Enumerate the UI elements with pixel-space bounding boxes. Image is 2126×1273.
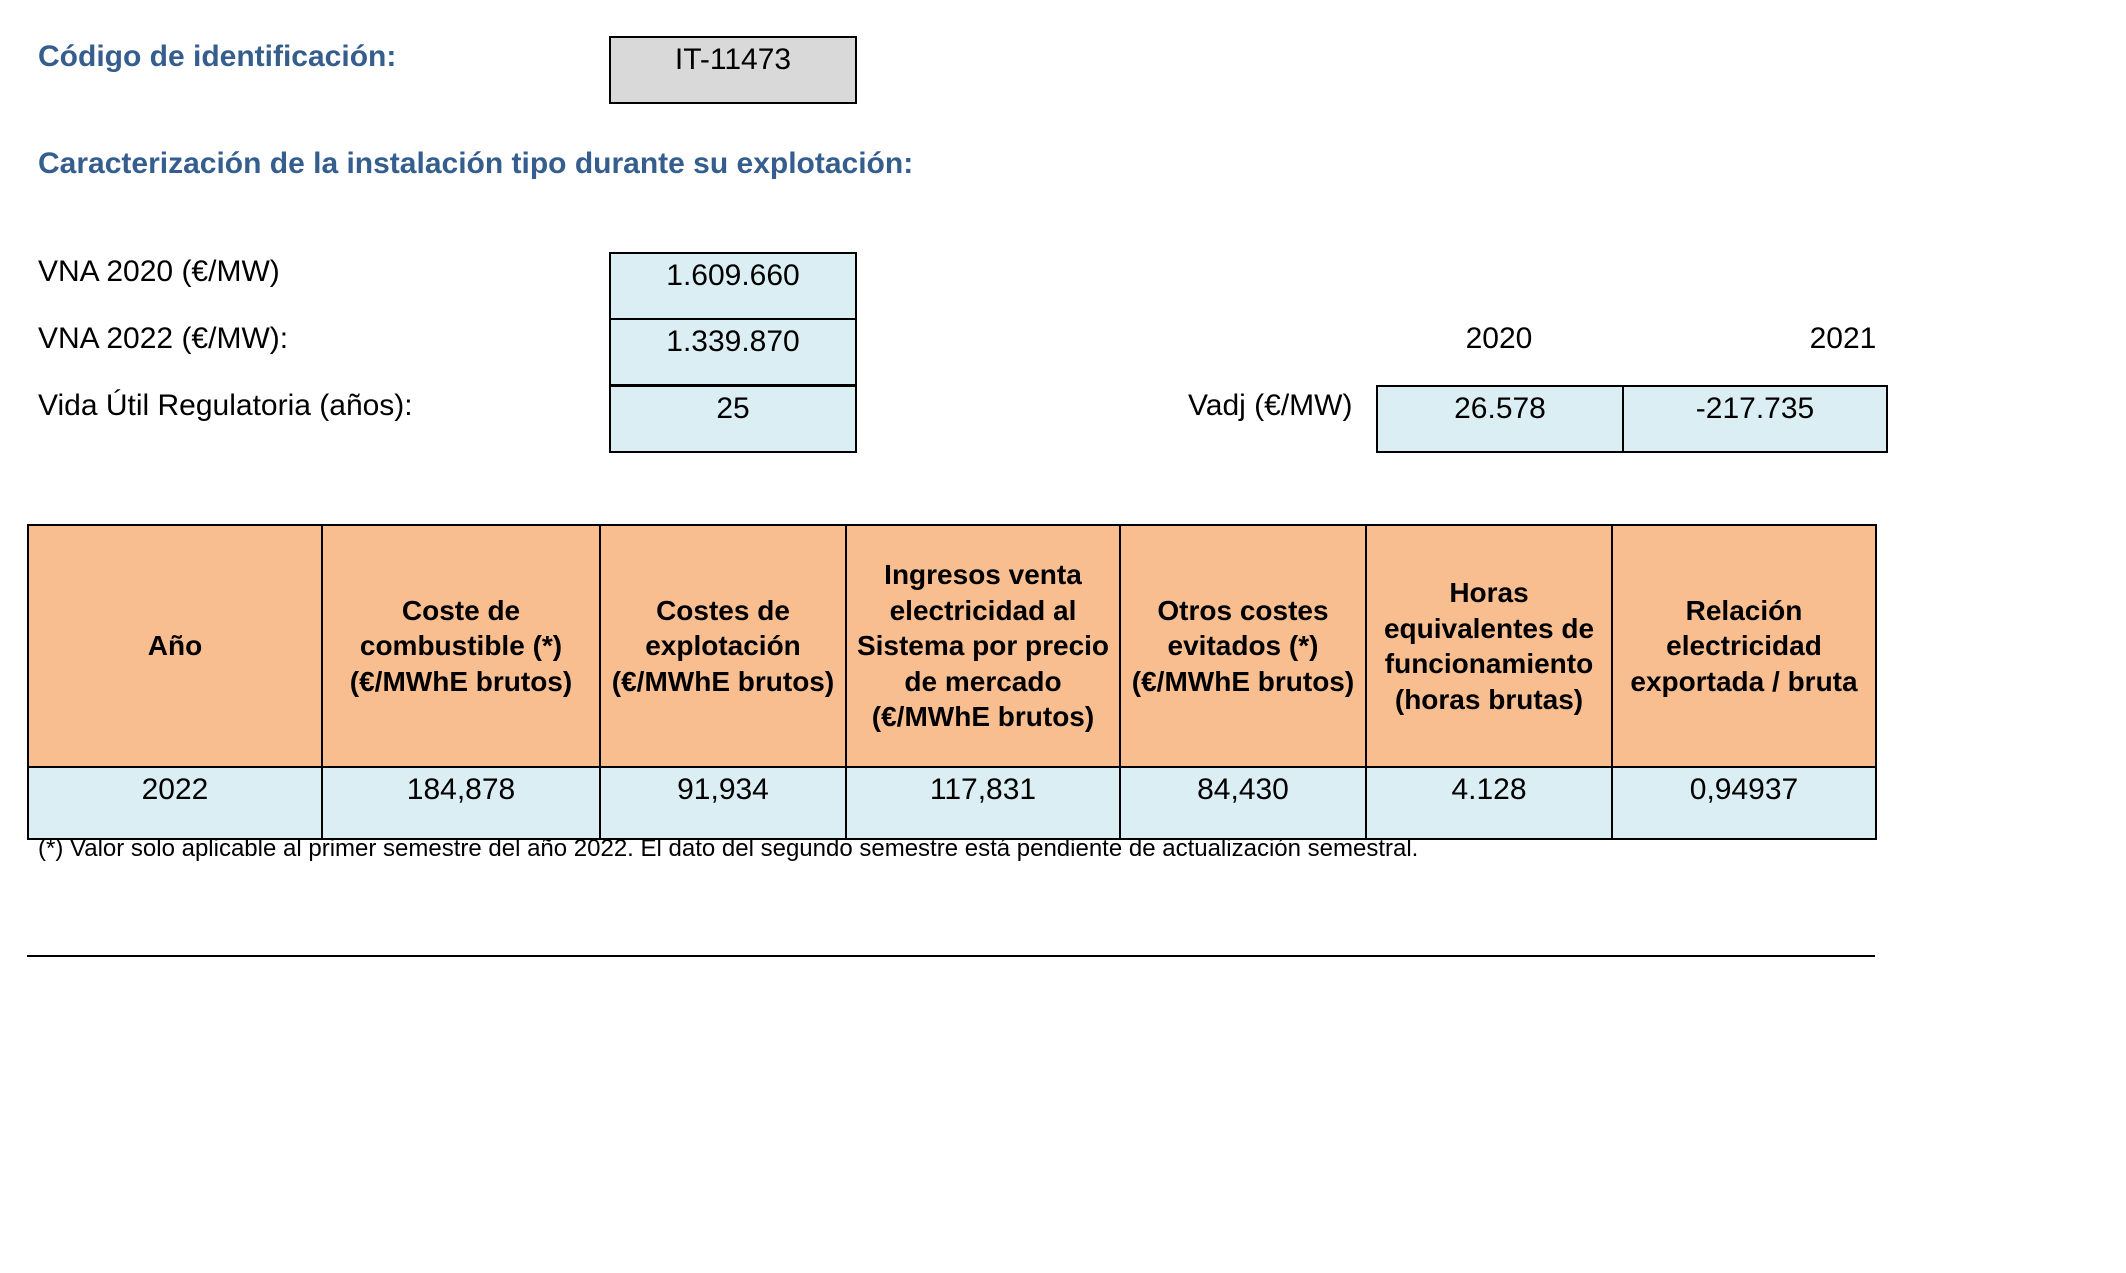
vida-util-label: Vida Útil Regulatoria (años):	[38, 389, 413, 422]
header-anio: Año	[27, 524, 323, 768]
vadj-year-2021: 2021	[1809, 322, 1877, 355]
header-otros-costes: Otros costes evitados (*) (€/MWhE brutos…	[1119, 524, 1367, 768]
cell-coste-combustible: 184,878	[321, 766, 601, 840]
economic-data-table: Año Coste de combustible (*) (€/MWhE bru…	[27, 524, 1877, 840]
vadj-value-2020: 26.578	[1376, 385, 1624, 453]
header-relacion-electricidad: Relación electricidad exportada / bruta	[1611, 524, 1877, 768]
cell-ingresos-venta: 117,831	[845, 766, 1121, 840]
header-horas-equivalentes: Horas equivalentes de funcionamiento (ho…	[1365, 524, 1613, 768]
header-ingresos-venta: Ingresos venta electricidad al Sistema p…	[845, 524, 1121, 768]
table-row: 2022 184,878 91,934 117,831 84,430 4.128…	[27, 766, 1877, 840]
cell-anio: 2022	[27, 766, 323, 840]
vadj-value-2021: -217.735	[1622, 385, 1888, 453]
header-coste-combustible: Coste de combustible (*) (€/MWhE brutos)	[321, 524, 601, 768]
header-costes-explotacion: Costes de explotación (€/MWhE brutos)	[599, 524, 847, 768]
divider-line	[27, 955, 1875, 957]
footnote: (*) Valor solo aplicable al primer semes…	[38, 835, 1419, 862]
cell-relacion-electricidad: 0,94937	[1611, 766, 1877, 840]
vna2020-value: 1.609.660	[609, 252, 857, 320]
section-title: Caracterización de la instalación tipo d…	[38, 147, 914, 180]
cell-horas-equivalentes: 4.128	[1365, 766, 1613, 840]
vna2020-label: VNA 2020 (€/MW)	[38, 255, 280, 288]
cell-costes-explotacion: 91,934	[599, 766, 847, 840]
table-header-row: Año Coste de combustible (*) (€/MWhE bru…	[27, 524, 1877, 768]
vadj-year-2020: 2020	[1465, 322, 1533, 355]
code-label: Código de identificación:	[38, 40, 397, 73]
vna2022-value: 1.339.870	[609, 318, 857, 386]
code-value-box: IT-11473	[609, 36, 857, 104]
vida-util-value: 25	[609, 385, 857, 453]
vadj-label: Vadj (€/MW)	[1188, 389, 1353, 422]
cell-otros-costes: 84,430	[1119, 766, 1367, 840]
vna2022-label: VNA 2022 (€/MW):	[38, 322, 289, 355]
